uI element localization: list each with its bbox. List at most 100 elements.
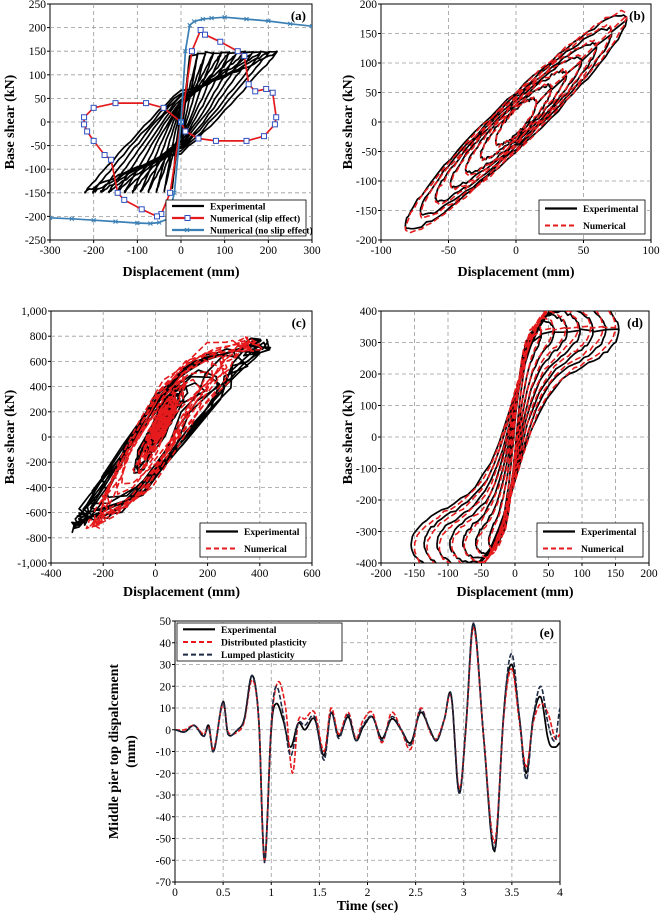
- x-axis-label: Displacement (mm): [457, 265, 574, 280]
- y-tick-label: 0: [40, 117, 46, 129]
- legend: Experimental Numerical: [536, 522, 644, 558]
- data-point-marker: [108, 156, 115, 163]
- y-tick-label: -1,000: [17, 558, 47, 570]
- x-tick-label: 0.5: [216, 887, 231, 899]
- legend-marker: [184, 227, 190, 233]
- data-point-marker: [263, 85, 270, 92]
- data-point-marker: [243, 137, 250, 144]
- y-tick-label: 400: [360, 306, 378, 318]
- panel-b: -100 -50 0 50 100 -200 -150 -100 -50 0 50 100 150 200…: [341, 0, 660, 280]
- y-tick-label: -400: [356, 558, 377, 570]
- y-tick-label: 50: [160, 616, 172, 628]
- data-point-marker: [178, 119, 184, 125]
- legend-label: Experimental: [581, 528, 637, 538]
- data-point-marker: [183, 48, 188, 54]
- x-tick-label: 50: [578, 245, 590, 257]
- y-tick-label: 50: [35, 93, 47, 105]
- data-point-marker: [217, 38, 224, 45]
- x-tick-label: 200: [640, 568, 658, 580]
- x-tick-label: -50: [441, 245, 457, 257]
- y-tick-label: -30: [156, 790, 172, 802]
- panel-label: (d): [627, 315, 643, 330]
- data-point-marker: [245, 81, 252, 88]
- legend-label: Numerical: [583, 222, 626, 232]
- y-axis-label: Base shear (kN): [3, 74, 18, 169]
- data-point-marker: [195, 135, 202, 142]
- y-tick-label: -50: [156, 834, 172, 846]
- y-tick-label: 0: [371, 432, 377, 444]
- y-tick-label: -200: [356, 235, 377, 247]
- y-tick-label: 400: [30, 382, 48, 394]
- legend: Experimental Numerical: [199, 522, 307, 558]
- y-tick-label: -20: [156, 768, 172, 780]
- y-tick-label: 800: [30, 331, 48, 343]
- data-point-marker: [244, 16, 249, 22]
- x-tick-label: 0: [178, 245, 184, 257]
- series-line-lumped-plasticity: [175, 622, 560, 864]
- legend-box: [536, 522, 644, 558]
- data-point-marker: [156, 220, 162, 225]
- series-layer: [71, 336, 272, 534]
- x-tick-label: -150: [404, 568, 425, 580]
- data-point-marker: [138, 206, 145, 213]
- y-tick-label: -40: [156, 812, 172, 824]
- data-point-marker: [134, 220, 140, 226]
- y-tick-label: 100: [29, 70, 47, 82]
- panel-label: (a): [291, 8, 306, 23]
- x-tick-label: -100: [437, 568, 458, 580]
- series-layer: [50, 14, 312, 226]
- series-line-numerical: [85, 336, 264, 530]
- panel-label: (c): [292, 315, 306, 330]
- x-tick-label: 1.5: [312, 887, 327, 899]
- legend-marker: [184, 215, 191, 221]
- data-point-marker: [153, 213, 160, 220]
- legend-label: Numerical (slip effect): [210, 214, 300, 225]
- x-axis-label: Displacement (mm): [123, 585, 240, 600]
- y-tick-label: -250: [25, 235, 46, 247]
- y-axis-label: Base shear (kN): [3, 389, 18, 484]
- y-tick-label: 30: [160, 660, 172, 672]
- x-tick-label: 100: [573, 568, 591, 580]
- x-tick-label: 200: [199, 568, 217, 580]
- y-tick-label: -60: [156, 855, 172, 867]
- y-tick-label: 50: [366, 88, 378, 100]
- y-tick-label: 0: [41, 432, 47, 444]
- panel-e: 0 0.5 1 1.5 2 2.5 3 3.5 4 -70 -60 -50 -40 -30 -20 -10 0 1…: [107, 616, 563, 914]
- y-axis-label: Middle pier top dispalcement (mm): [107, 664, 139, 839]
- y-tick-label: -600: [26, 508, 47, 520]
- data-point-marker: [222, 14, 228, 20]
- y-tick-label: 300: [360, 338, 378, 350]
- y-tick-label: -100: [356, 464, 377, 476]
- y-tick-label: 200: [30, 407, 48, 419]
- x-tick-label: 100: [642, 245, 660, 257]
- y-tick-label: -400: [26, 482, 47, 494]
- y-tick-label: -50: [362, 147, 378, 159]
- x-tick-label: 200: [260, 245, 278, 257]
- data-point-marker: [309, 23, 312, 29]
- x-tick-label: 400: [251, 568, 269, 580]
- x-tick-label: 0: [172, 887, 178, 899]
- x-tick-label: 3.5: [505, 887, 520, 899]
- y-tick-label: 1,000: [21, 306, 47, 318]
- y-tick-label: -70: [156, 877, 172, 889]
- data-point-marker: [260, 133, 267, 140]
- legend: Experimental Numerical: [538, 199, 646, 235]
- x-tick-label: 2: [365, 887, 371, 899]
- x-tick-label: 1: [268, 887, 274, 899]
- data-point-marker: [160, 104, 167, 111]
- series-line-numerical: [404, 9, 628, 234]
- data-point-marker: [114, 189, 121, 196]
- y-tick-label: 10: [160, 703, 172, 715]
- data-point-marker: [182, 128, 189, 135]
- series-layer: [410, 311, 620, 563]
- y-tick-label: 150: [360, 29, 378, 41]
- y-tick-label: -200: [356, 495, 377, 507]
- x-tick-label: -200: [93, 568, 114, 580]
- x-tick-label: 4: [557, 887, 563, 899]
- panel-c: -400 -200 0 200 400 600 -1,000 -800 -600 -400 -200…: [3, 306, 321, 600]
- series-layer: [404, 9, 628, 234]
- y-tick-label: -200: [26, 457, 47, 469]
- y-tick-label: -150: [25, 188, 46, 200]
